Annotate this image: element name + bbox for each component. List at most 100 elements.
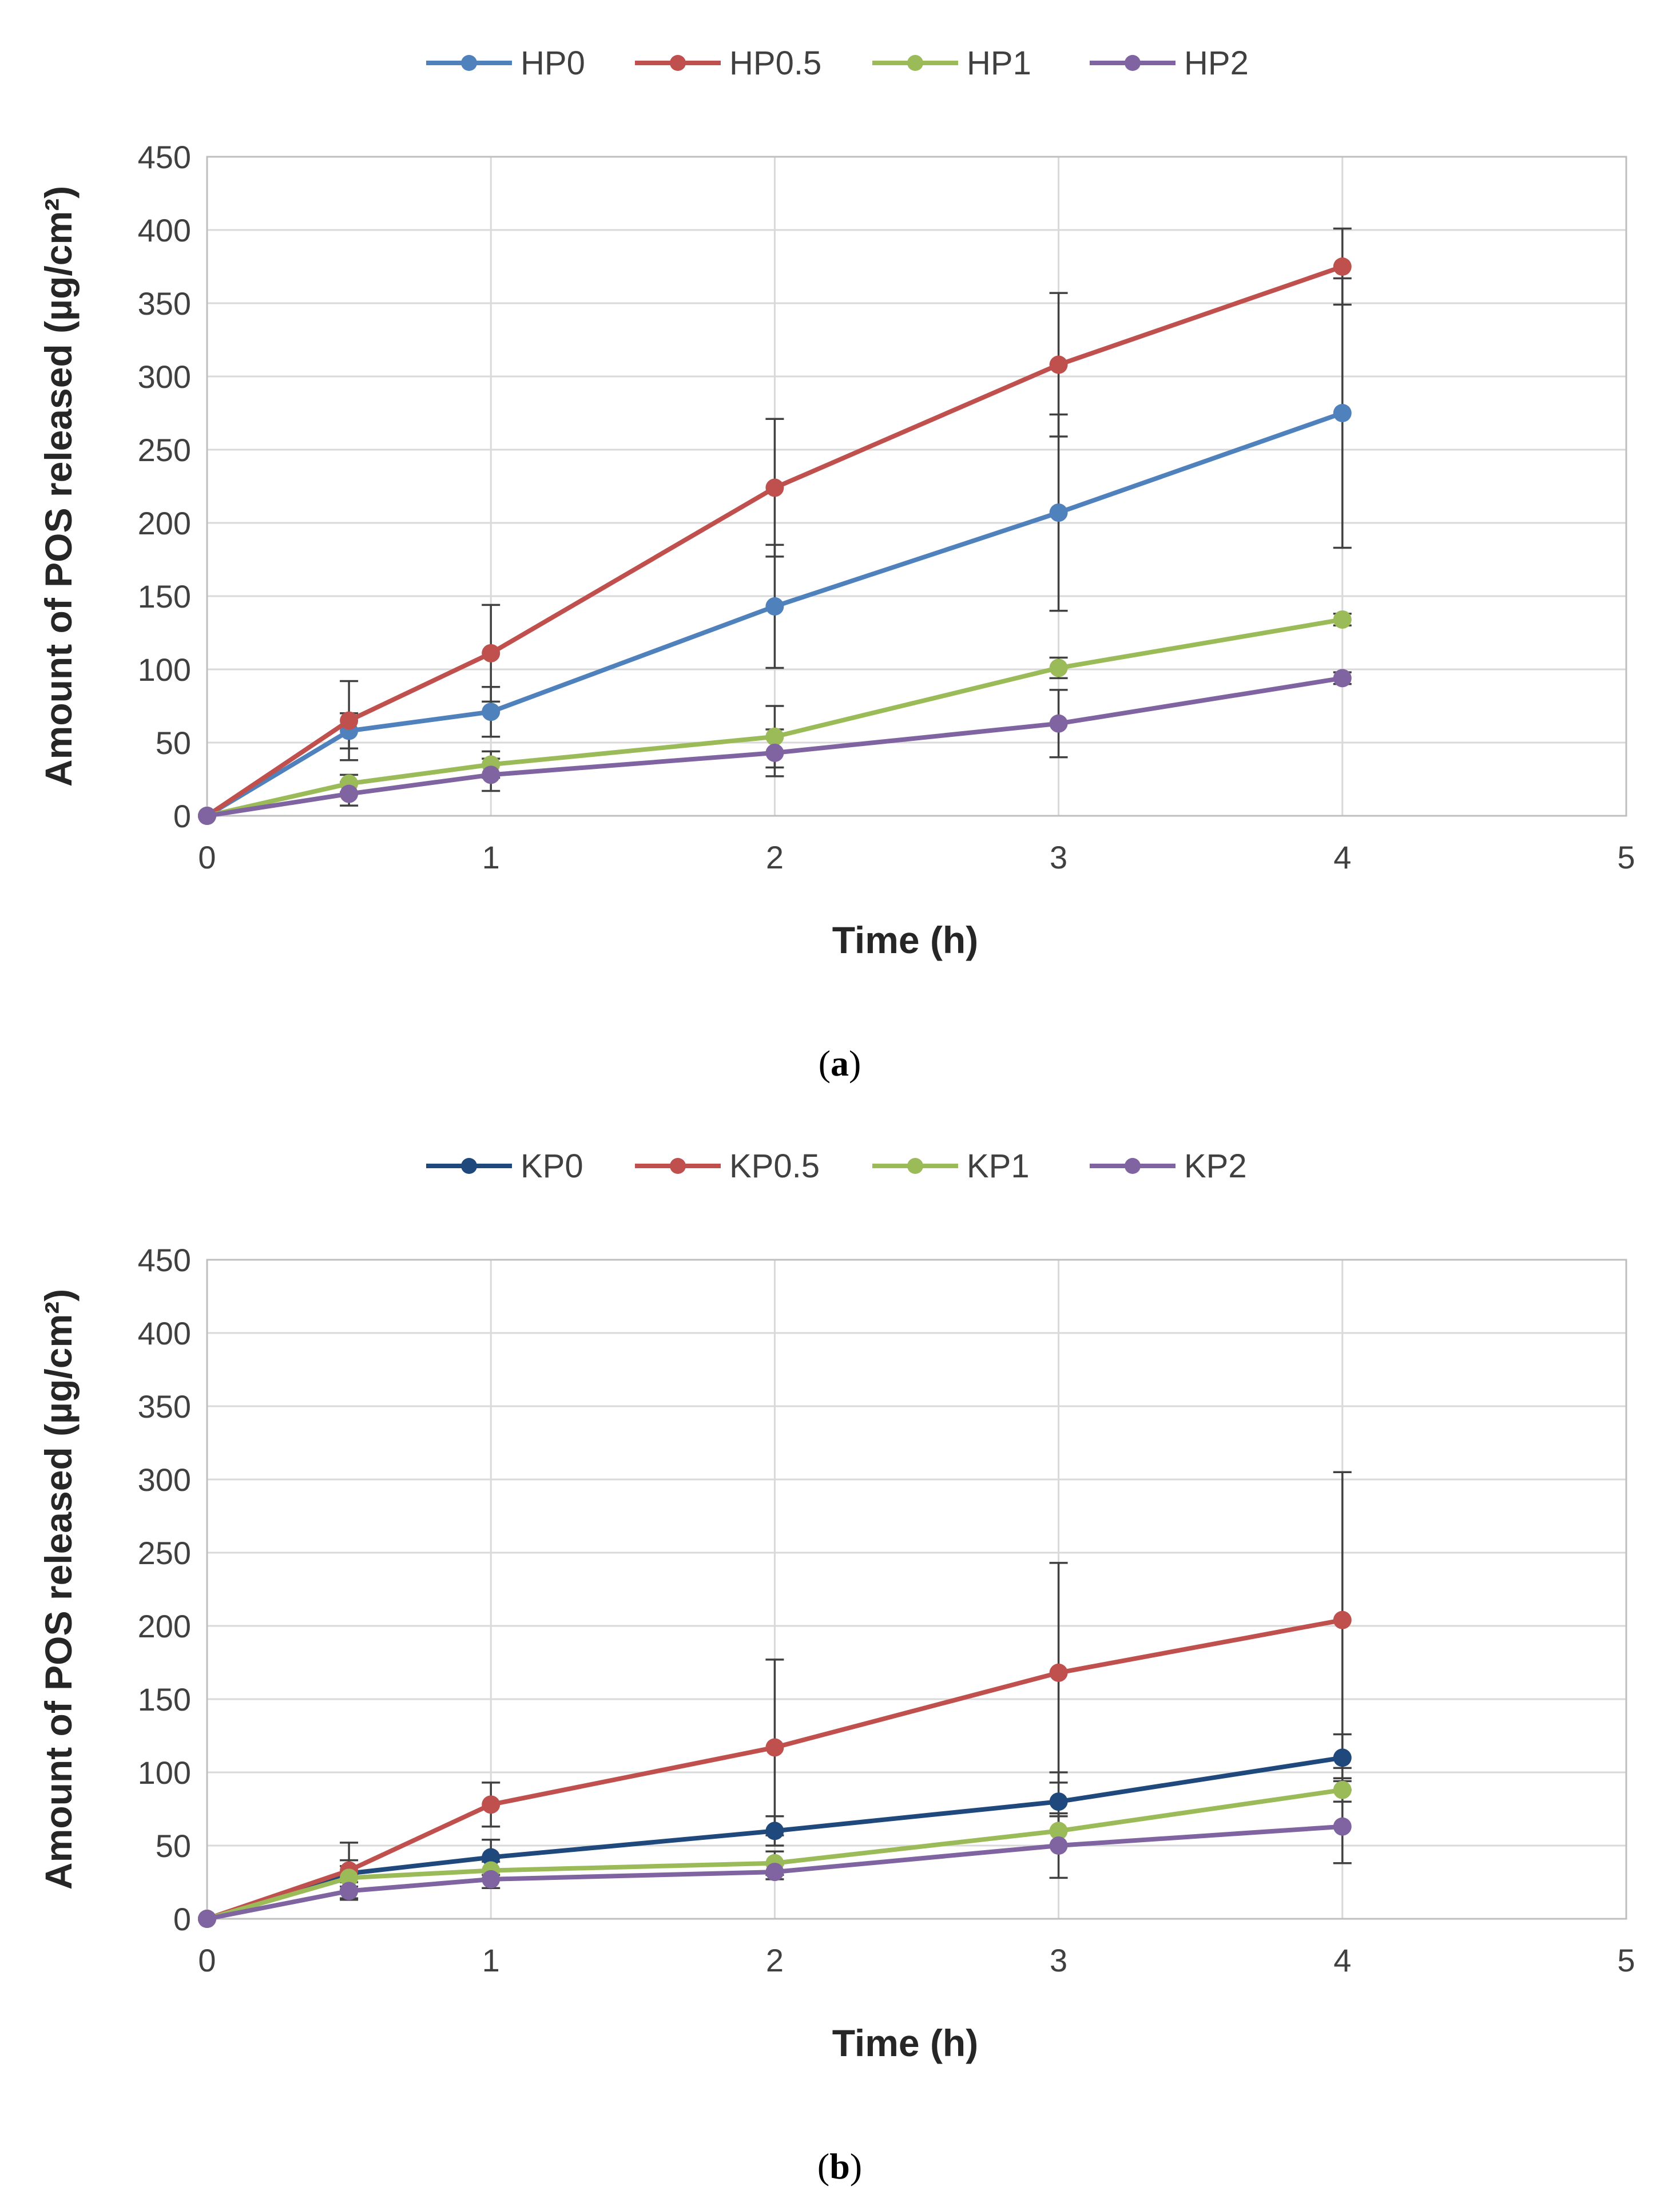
caption-open: ( — [819, 1043, 831, 1084]
caption-letter: b — [829, 2146, 850, 2187]
data-point — [482, 703, 501, 721]
y-tick-label: 300 — [138, 359, 191, 395]
series-kp2 — [198, 1817, 1352, 1928]
x-tick-label: 2 — [766, 1942, 784, 1978]
data-point — [1049, 355, 1068, 374]
data-point — [198, 1910, 216, 1928]
series-line — [206, 1824, 1343, 1921]
legend-marker — [907, 55, 923, 71]
x-axis-ticks: 0 1 2 3 4 5 — [198, 839, 1635, 875]
y-tick-label: 0 — [173, 1901, 191, 1937]
y-tick-label: 400 — [138, 212, 191, 248]
data-point — [482, 765, 501, 784]
x-tick-label: 1 — [482, 1942, 500, 1978]
y-tick-label: 300 — [138, 1462, 191, 1498]
x-tick-label: 3 — [1050, 839, 1067, 875]
caption-open: ( — [817, 2146, 829, 2187]
legend: HP0 HP0.5 HP1 HP2 — [426, 45, 1249, 82]
data-point — [1333, 610, 1352, 629]
data-point — [1049, 714, 1068, 733]
legend-label: KP1 — [967, 1148, 1030, 1185]
legend-marker — [1125, 1158, 1141, 1174]
x-tick-label: 4 — [1333, 839, 1351, 875]
series-line — [206, 1617, 1343, 1921]
legend-label: HP1 — [967, 45, 1031, 82]
x-tick-label: 5 — [1617, 1942, 1635, 1978]
legend-item-kp2: KP2 — [1090, 1148, 1247, 1185]
y-axis-ticks: 0 50 100 150 200 250 300 350 400 450 — [138, 1242, 191, 1937]
y-tick-label: 50 — [156, 1828, 191, 1864]
legend-marker — [907, 1158, 923, 1174]
x-tick-label: 5 — [1617, 839, 1635, 875]
x-tick-label: 3 — [1050, 1942, 1067, 1978]
data-point — [765, 1738, 784, 1757]
data-point — [765, 1822, 784, 1840]
legend-marker — [461, 55, 477, 71]
figure-a: HP0 HP0.5 HP1 HP2 0 50 100 150 200 250 300 350 400 45… — [37, 45, 1635, 1084]
y-tick-label: 50 — [156, 725, 191, 761]
figure-b: KP0 KP0.5 KP1 KP2 0 50 100 150 200 250 300 350 400 45… — [0, 1103, 1680, 2206]
legend-marker — [670, 55, 686, 71]
gridlines — [206, 156, 1627, 817]
data-point — [765, 478, 784, 497]
y-tick-label: 350 — [138, 1388, 191, 1425]
series-line — [205, 264, 1344, 818]
y-tick-label: 100 — [138, 652, 191, 688]
chart-a: HP0 HP0.5 HP1 HP205010015020025030035040045… — [37, 45, 1635, 1084]
caption-close: ) — [849, 1043, 861, 1084]
y-tick-label: 150 — [138, 1681, 191, 1717]
x-tick-label: 0 — [198, 1942, 216, 1978]
y-tick-label: 400 — [138, 1315, 191, 1351]
legend-item-hp2: HP2 — [1090, 45, 1249, 82]
x-tick-label: 0 — [198, 839, 216, 875]
legend-label: KP0.5 — [729, 1148, 820, 1185]
y-axis-title: Amount of POS released (µg/cm²) — [37, 1289, 80, 1890]
data-point — [1333, 1817, 1352, 1836]
data-point — [1333, 1610, 1352, 1629]
data-point — [1333, 1748, 1352, 1767]
data-point — [482, 1848, 501, 1867]
data-point — [340, 711, 359, 730]
legend-marker — [670, 1158, 686, 1174]
caption-letter: a — [831, 1043, 849, 1084]
data-point — [482, 1795, 501, 1814]
data-point — [1049, 1663, 1068, 1682]
chart-b: KP0 KP0.5 KP1 KP205010015020025030035040045… — [37, 1148, 1635, 2187]
legend-label: KP0 — [521, 1148, 583, 1185]
data-point — [1049, 1792, 1068, 1811]
y-tick-label: 0 — [173, 798, 191, 834]
data-point — [1049, 503, 1068, 522]
series-line — [206, 676, 1343, 818]
data-point — [1333, 404, 1352, 422]
data-point — [1049, 1822, 1068, 1840]
data-point — [340, 1882, 359, 1901]
data-point — [1333, 669, 1352, 688]
data-point — [340, 784, 359, 803]
data-point — [1049, 658, 1068, 677]
figure-caption: (b) — [817, 2146, 862, 2187]
data-point — [198, 807, 216, 825]
gridlines — [206, 1259, 1627, 1920]
x-tick-label: 1 — [482, 839, 500, 875]
data-point — [482, 1870, 501, 1888]
data-point — [482, 644, 501, 662]
legend-marker — [461, 1158, 477, 1174]
data-point — [1333, 257, 1352, 276]
figure-caption: (a) — [819, 1043, 861, 1084]
legend-item-hp1: HP1 — [872, 45, 1031, 82]
data-point — [765, 597, 784, 616]
y-axis-title: Amount of POS released (µg/cm²) — [37, 186, 80, 787]
legend-item-kp1: KP1 — [872, 1148, 1030, 1185]
x-axis-title: Time (h) — [832, 2022, 978, 2064]
legend-marker — [1125, 55, 1141, 71]
data-point — [765, 727, 784, 746]
y-tick-label: 150 — [138, 578, 191, 614]
y-tick-label: 350 — [138, 285, 191, 322]
data-point — [340, 1868, 359, 1887]
x-axis-ticks: 0 1 2 3 4 5 — [198, 1942, 1635, 1978]
data-point — [765, 1863, 784, 1882]
series-hp2 — [198, 669, 1352, 825]
data-point — [1333, 1780, 1352, 1799]
y-tick-label: 200 — [138, 1608, 191, 1644]
series-line — [206, 1787, 1343, 1921]
